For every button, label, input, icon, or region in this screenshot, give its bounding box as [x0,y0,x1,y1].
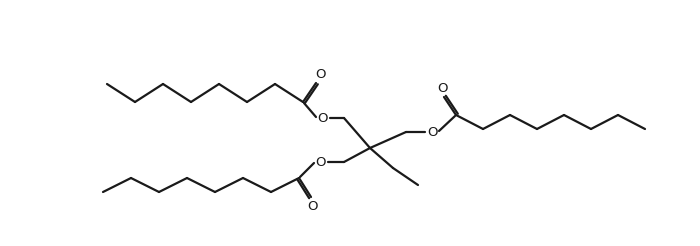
Text: O: O [308,200,318,213]
Text: O: O [318,111,328,124]
Text: O: O [427,125,438,138]
Text: O: O [316,68,326,81]
Text: O: O [438,81,448,94]
Text: O: O [316,155,326,169]
